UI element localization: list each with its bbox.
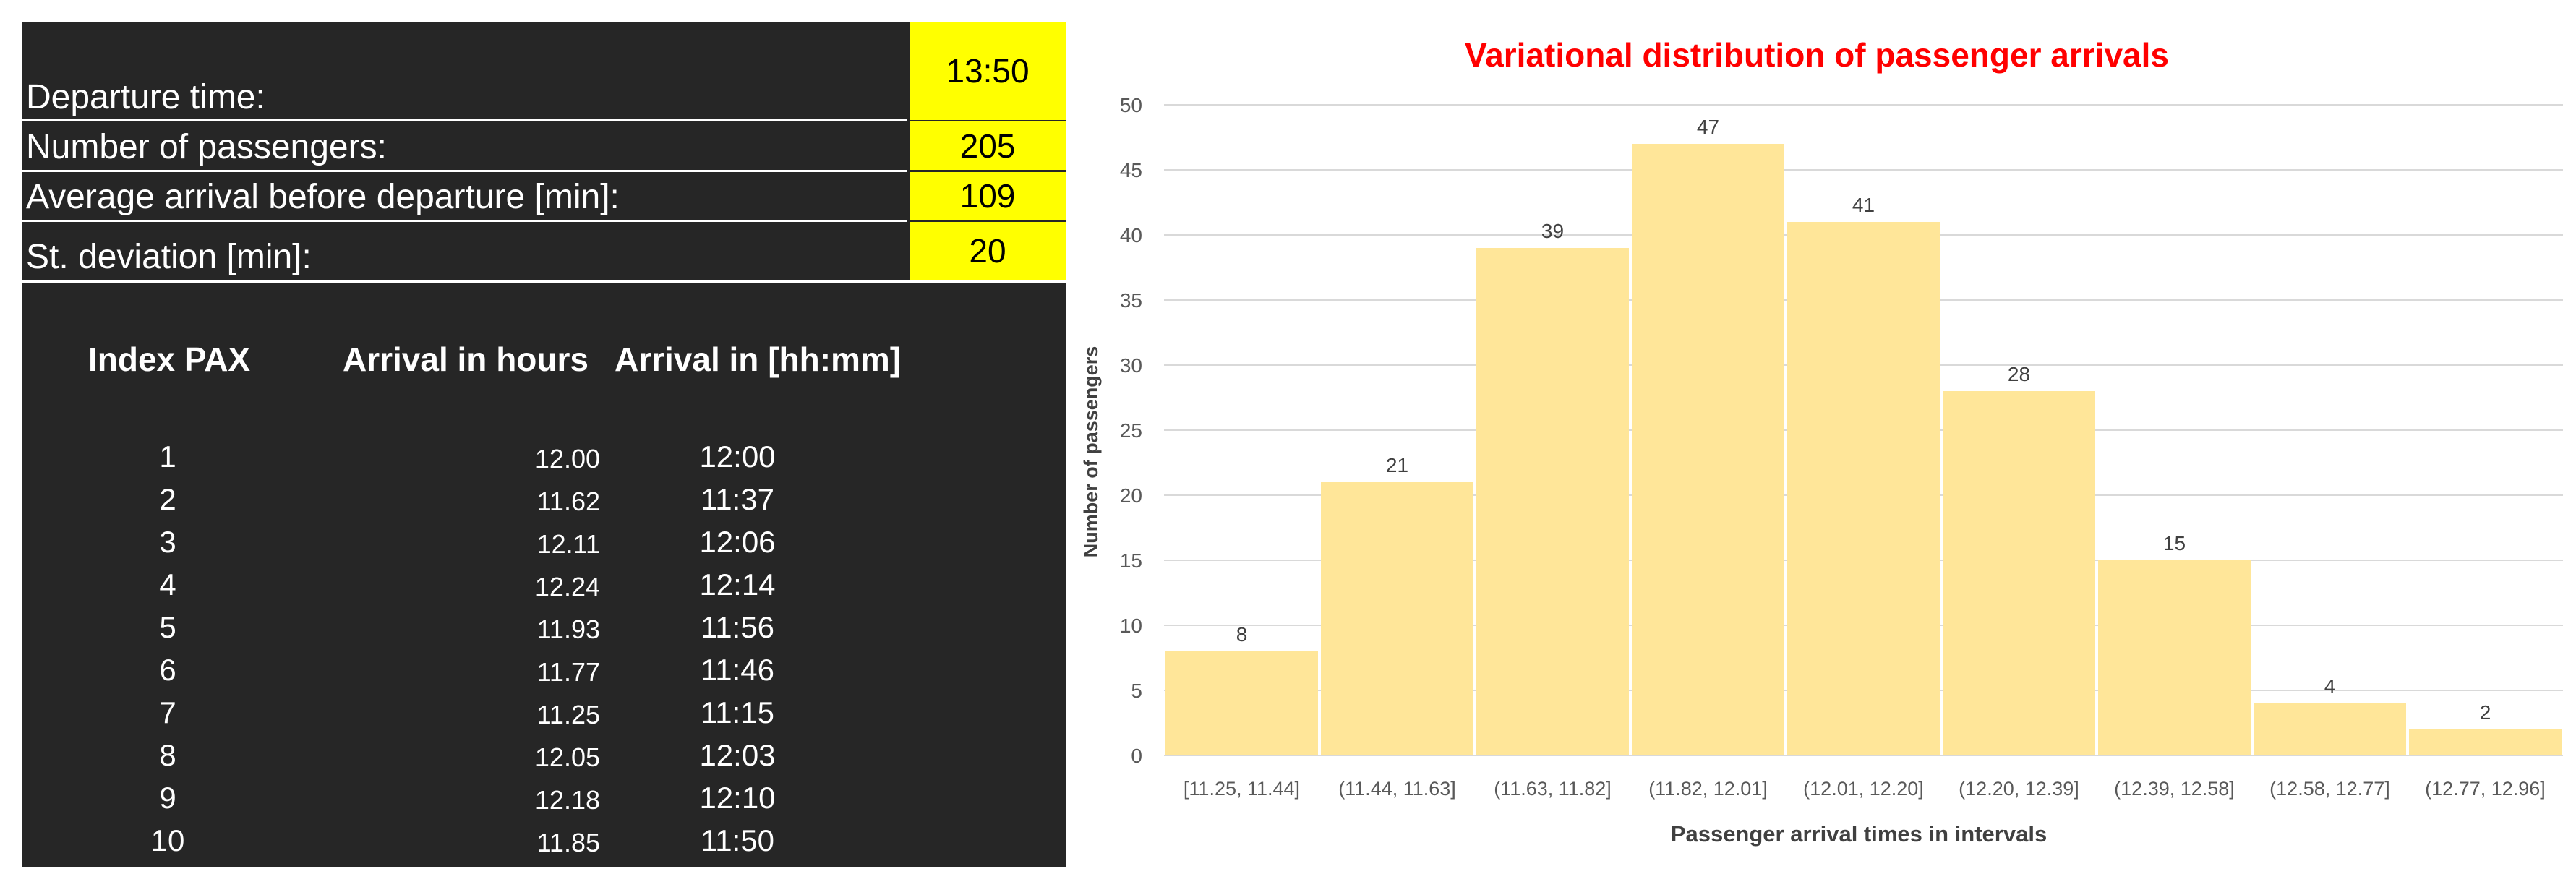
param-label: St. deviation [min]: <box>26 238 312 276</box>
data-label: 41 <box>1852 194 1875 216</box>
bar[interactable] <box>1476 248 1629 755</box>
spreadsheet-panel: Departure time: 13:50 Number of passenge… <box>22 22 1066 867</box>
column-header-arrival-hours: Arrival in hours <box>343 340 589 378</box>
param-row-st-deviation: St. deviation [min]: 20 <box>22 222 1066 280</box>
column-header-arrival-hhmm: Arrival in [hh:mm] <box>615 340 902 378</box>
cell-arrival-hhmm[interactable]: 12:03 <box>699 738 776 772</box>
column-header-index-pax: Index PAX <box>88 340 251 378</box>
data-label: 2 <box>2480 701 2491 724</box>
x-axis-label: Passenger arrival times in intervals <box>1671 821 2047 847</box>
x-tick-label: (11.82, 12.01] <box>1648 778 1768 800</box>
cell-arrival-hours[interactable]: 12.11 <box>536 529 600 559</box>
param-row-number-of-passengers: Number of passengers: 205 <box>22 121 1066 170</box>
x-tick-label: (12.58, 12.77] <box>2269 778 2390 800</box>
cell-index[interactable]: 10 <box>150 823 185 857</box>
bar[interactable] <box>1943 391 2095 755</box>
cell-arrival-hhmm[interactable]: 11:46 <box>701 653 774 687</box>
y-tick-label: 25 <box>1120 419 1142 442</box>
bar[interactable] <box>1165 651 1318 755</box>
cell-arrival-hhmm[interactable]: 12:00 <box>699 440 776 474</box>
bar[interactable] <box>1632 144 1784 755</box>
data-label: 47 <box>1697 116 1719 138</box>
y-tick-label: 15 <box>1120 549 1142 572</box>
x-tick-label: (12.39, 12.58] <box>2114 778 2235 800</box>
data-label: 15 <box>2163 532 2186 554</box>
cell-index[interactable]: 3 <box>159 525 176 559</box>
bar[interactable] <box>1321 482 1473 755</box>
cell-arrival-hhmm[interactable]: 12:06 <box>699 525 776 559</box>
param-row-departure-time: Departure time: 13:50 <box>22 22 1066 120</box>
y-tick-label: 45 <box>1120 159 1142 181</box>
x-tick-label: (12.20, 12.39] <box>1959 778 2079 800</box>
cell-index[interactable]: 6 <box>159 653 176 687</box>
y-tick-label: 35 <box>1120 289 1142 312</box>
y-tick-label: 30 <box>1120 354 1142 377</box>
cell-arrival-hours[interactable]: 12.24 <box>534 572 600 601</box>
cell-index[interactable]: 2 <box>159 482 176 516</box>
bar-series <box>1165 144 2562 755</box>
x-axis-ticks: [11.25, 11.44] (11.44, 11.63] (11.63, 11.8… <box>1184 778 2546 800</box>
y-axis-ticks: 0 5 10 15 20 25 30 35 40 45 50 <box>1120 94 1142 767</box>
y-axis-label: Number of passengers <box>1080 346 1102 558</box>
row-divider <box>22 119 907 121</box>
cell-index[interactable]: 5 <box>159 610 176 644</box>
cell-arrival-hhmm[interactable]: 12:14 <box>699 567 776 601</box>
x-tick-label: (12.01, 12.20] <box>1803 778 1924 800</box>
param-value-cell[interactable]: 205 <box>910 121 1066 170</box>
cell-arrival-hhmm[interactable]: 11:56 <box>701 610 774 644</box>
data-label: 21 <box>1386 454 1408 476</box>
param-label: Number of passengers: <box>26 128 387 166</box>
data-label: 4 <box>2324 675 2336 698</box>
cell-index[interactable]: 1 <box>159 440 176 474</box>
x-tick-label: (12.77, 12.96] <box>2425 778 2546 800</box>
param-value-cell[interactable]: 109 <box>910 172 1066 220</box>
cell-arrival-hours[interactable]: 11.85 <box>536 828 600 857</box>
cell-arrival-hours[interactable]: 11.77 <box>536 657 600 687</box>
x-tick-label: (11.44, 11.63] <box>1338 778 1456 800</box>
cell-arrival-hours[interactable]: 12.18 <box>534 785 600 815</box>
cell-arrival-hours[interactable]: 11.62 <box>536 487 600 516</box>
cell-arrival-hhmm[interactable]: 11:15 <box>701 695 774 729</box>
param-value-cell[interactable]: 13:50 <box>910 22 1066 120</box>
bar[interactable] <box>2254 703 2406 755</box>
cell-index[interactable]: 4 <box>159 567 176 601</box>
param-row-average-arrival: Average arrival before departure [min]: … <box>22 172 1066 220</box>
cell-index[interactable]: 9 <box>159 781 176 815</box>
data-label: 8 <box>1236 623 1248 646</box>
cell-arrival-hhmm[interactable]: 12:10 <box>699 781 776 815</box>
param-value-cell[interactable]: 20 <box>910 222 1066 280</box>
y-tick-label: 0 <box>1131 745 1142 767</box>
param-label: Departure time: <box>26 78 265 116</box>
cell-arrival-hours[interactable]: 11.25 <box>536 700 600 729</box>
x-tick-label: (11.63, 11.82] <box>1494 778 1612 800</box>
data-label: 39 <box>1541 220 1564 242</box>
cell-index[interactable]: 7 <box>159 695 176 729</box>
histogram-chart: Variational distribution of passenger ar… <box>1080 36 2563 847</box>
data-label: 28 <box>2008 363 2030 385</box>
cell-arrival-hours[interactable]: 11.93 <box>536 614 600 644</box>
bar[interactable] <box>2098 560 2251 755</box>
cell-arrival-hours[interactable]: 12.05 <box>534 742 600 772</box>
cell-index[interactable]: 8 <box>159 738 176 772</box>
data-labels: 8 21 39 47 41 28 15 4 2 <box>1236 116 2491 724</box>
row-divider <box>22 170 907 172</box>
y-tick-label: 40 <box>1120 224 1142 247</box>
chart-title: Variational distribution of passenger ar… <box>1465 36 2169 74</box>
bar[interactable] <box>1787 222 1940 755</box>
bar[interactable] <box>2409 729 2562 755</box>
y-tick-label: 20 <box>1120 484 1142 507</box>
param-label: Average arrival before departure [min]: <box>26 178 620 216</box>
x-tick-label: [11.25, 11.44] <box>1184 778 1300 800</box>
cell-arrival-hhmm[interactable]: 11:37 <box>701 482 774 516</box>
y-tick-label: 5 <box>1131 680 1142 702</box>
y-tick-label: 10 <box>1120 614 1142 637</box>
row-divider <box>22 220 907 222</box>
y-tick-label: 50 <box>1120 94 1142 116</box>
row-divider <box>22 280 1066 283</box>
cell-arrival-hhmm[interactable]: 11:50 <box>701 823 774 857</box>
cell-arrival-hours[interactable]: 12.00 <box>534 444 600 474</box>
